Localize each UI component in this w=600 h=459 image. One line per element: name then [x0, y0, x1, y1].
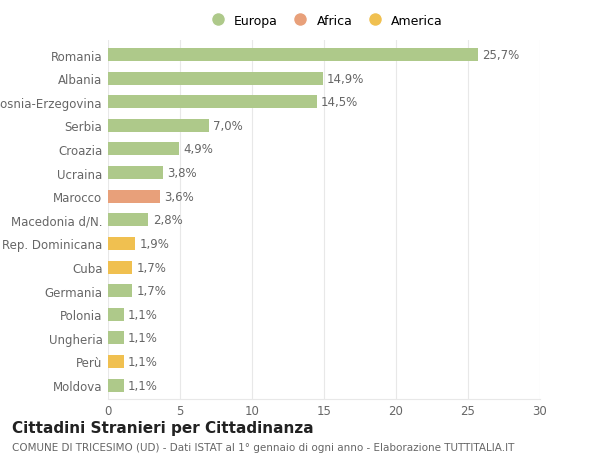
Bar [108, 190, 160, 203]
Text: COMUNE DI TRICESIMO (UD) - Dati ISTAT al 1° gennaio di ogni anno - Elaborazione : COMUNE DI TRICESIMO (UD) - Dati ISTAT al… [12, 442, 514, 452]
Bar [108, 355, 124, 368]
Bar [108, 261, 133, 274]
Text: 14,9%: 14,9% [327, 73, 364, 85]
Text: 25,7%: 25,7% [482, 49, 520, 62]
Bar [108, 379, 124, 392]
Bar [108, 285, 133, 297]
Text: 1,1%: 1,1% [128, 308, 158, 321]
Bar [108, 331, 124, 345]
Bar [108, 214, 148, 227]
Bar [108, 308, 124, 321]
Text: 1,1%: 1,1% [128, 331, 158, 345]
Text: 1,1%: 1,1% [128, 355, 158, 368]
Text: 7,0%: 7,0% [213, 120, 243, 133]
Bar [108, 96, 317, 109]
Bar [108, 237, 136, 250]
Text: 3,8%: 3,8% [167, 167, 197, 179]
Text: 2,8%: 2,8% [152, 214, 182, 227]
Text: 1,7%: 1,7% [137, 261, 167, 274]
Bar [108, 49, 478, 62]
Text: 1,1%: 1,1% [128, 379, 158, 392]
Text: 3,6%: 3,6% [164, 190, 194, 203]
Bar [108, 120, 209, 133]
Text: 1,9%: 1,9% [140, 237, 170, 250]
Bar [108, 143, 179, 156]
Text: 14,5%: 14,5% [321, 96, 358, 109]
Bar [108, 167, 163, 179]
Bar [108, 73, 323, 85]
Text: Cittadini Stranieri per Cittadinanza: Cittadini Stranieri per Cittadinanza [12, 420, 314, 435]
Text: 4,9%: 4,9% [183, 143, 213, 156]
Text: 1,7%: 1,7% [137, 285, 167, 297]
Legend: Europa, Africa, America: Europa, Africa, America [202, 11, 446, 32]
